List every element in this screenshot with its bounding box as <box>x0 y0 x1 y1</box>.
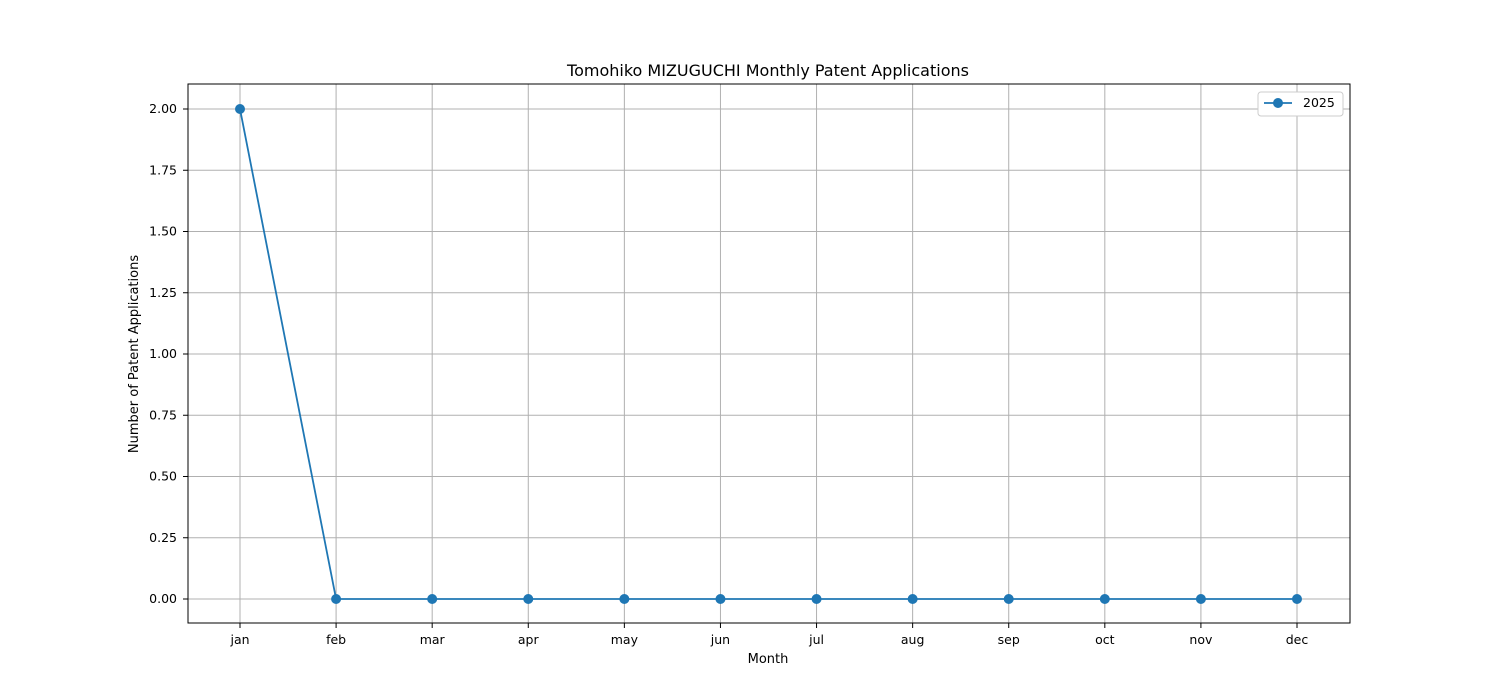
y-tick-label: 1.50 <box>149 224 177 239</box>
data-point <box>1004 595 1013 604</box>
legend-label: 2025 <box>1303 95 1335 110</box>
y-tick-label: 0.50 <box>149 469 177 484</box>
data-point <box>812 595 821 604</box>
data-point <box>716 595 725 604</box>
tick-layer: jan feb mar apr may jun jul aug sep oct nov dec 0.00… <box>149 101 1308 647</box>
y-tick-label: 2.00 <box>149 101 177 116</box>
y-tick-label: 0.25 <box>149 530 177 545</box>
legend-marker <box>1274 99 1283 108</box>
x-tick-label: nov <box>1189 632 1213 647</box>
y-tick-label: 1.75 <box>149 162 177 177</box>
y-tick-label: 1.25 <box>149 285 177 300</box>
y-tick-label: 0.00 <box>149 591 177 606</box>
data-point <box>236 105 245 114</box>
x-tick-label: apr <box>518 632 540 647</box>
x-tick-label: may <box>611 632 639 647</box>
data-point <box>1100 595 1109 604</box>
data-point <box>524 595 533 604</box>
data-point <box>332 595 341 604</box>
x-tick-label: feb <box>326 632 346 647</box>
x-tick-label: sep <box>998 632 1020 647</box>
chart-title: Tomohiko MIZUGUCHI Monthly Patent Applic… <box>566 61 969 80</box>
data-point <box>1196 595 1205 604</box>
x-tick-label: oct <box>1095 632 1115 647</box>
x-tick-label: dec <box>1286 632 1309 647</box>
y-tick-label: 0.75 <box>149 407 177 422</box>
legend: 2025 <box>1258 92 1343 116</box>
data-point <box>428 595 437 604</box>
x-tick-label: jul <box>808 632 824 647</box>
x-tick-label: mar <box>420 632 446 647</box>
y-tick-label: 1.00 <box>149 346 177 361</box>
x-axis-label: Month <box>748 652 789 667</box>
data-point <box>1293 595 1302 604</box>
x-tick-label: jan <box>229 632 249 647</box>
grid-layer <box>188 84 1350 623</box>
x-tick-label: aug <box>901 632 925 647</box>
data-point <box>620 595 629 604</box>
data-point <box>908 595 917 604</box>
x-tick-label: jun <box>710 632 730 647</box>
y-axis-label: Number of Patent Applications <box>127 255 142 453</box>
